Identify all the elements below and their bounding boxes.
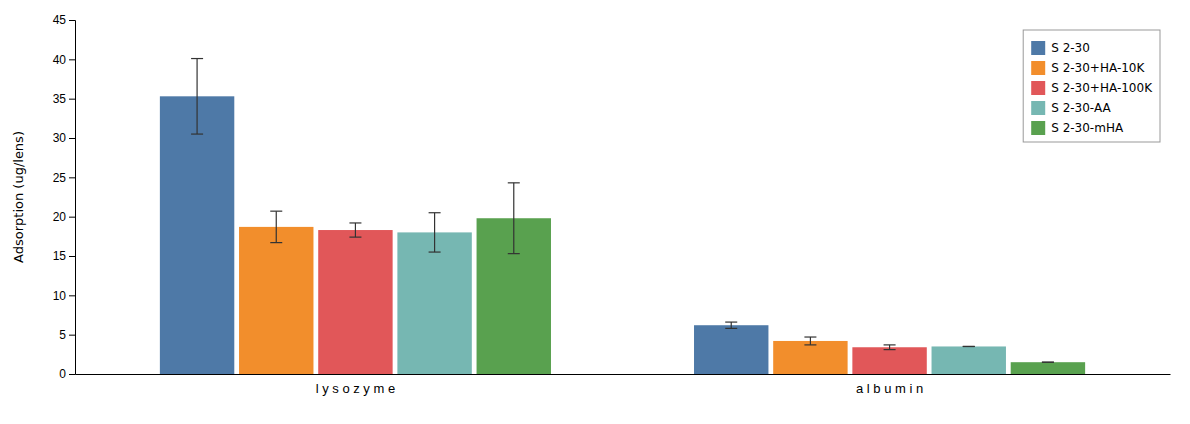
y-axis-label: Adsorption (ug/lens) (11, 131, 26, 263)
error-cap (1042, 362, 1054, 363)
bar (694, 325, 768, 374)
y-tick: 5 (59, 328, 75, 342)
y-tick-label: 15 (53, 249, 67, 263)
error-cap (725, 321, 737, 322)
bar (773, 341, 847, 374)
y-tick-mark (69, 256, 75, 257)
y-tick: 40 (53, 53, 75, 67)
axis-line (69, 21, 76, 375)
y-tick-label: 35 (53, 92, 67, 106)
error-cap (508, 182, 520, 183)
error-cap (349, 222, 361, 223)
y-tick-label: 45 (53, 13, 67, 27)
legend-label: S 2-30-mHA (1051, 121, 1124, 135)
legend-label: S 2-30 (1051, 41, 1090, 55)
error-cap (191, 58, 203, 59)
error-cap (884, 349, 896, 350)
bar (852, 347, 926, 374)
y-tick-label: 40 (53, 53, 67, 67)
y-axis: 0 5 10 15 20 25 30 35 40 45 (53, 13, 76, 381)
x-axis: l y s o z y m ea l b u m i n (76, 375, 1171, 397)
error-cap (429, 251, 441, 252)
x-tick: a l b u m i n (856, 381, 923, 396)
bar (1011, 362, 1085, 374)
error-cap (270, 242, 282, 243)
error-cap (963, 346, 975, 347)
legend-swatch (1031, 41, 1045, 55)
y-tick-mark (69, 138, 75, 139)
error-cap (429, 212, 441, 213)
x-tick-label: a l b u m i n (856, 381, 923, 396)
legend-swatch (1031, 121, 1045, 135)
y-tick: 45 (53, 13, 75, 27)
y-tick-mark (69, 374, 75, 375)
legend-label: S 2-30+HA-100K (1051, 81, 1153, 95)
error-cap (804, 344, 816, 345)
y-tick-label: 25 (53, 171, 67, 185)
x-tick: l y s o z y m e (316, 381, 395, 396)
legend-label: S 2-30-AA (1051, 101, 1111, 115)
bar (932, 346, 1006, 374)
y-tick: 0 (59, 367, 75, 381)
series (318, 223, 927, 374)
error-bar (355, 223, 356, 237)
y-tick-mark (69, 59, 75, 60)
bar (239, 227, 313, 374)
y-tick: 20 (53, 210, 75, 224)
legend-label: S 2-30+HA-10K (1051, 61, 1145, 75)
error-bar (196, 59, 197, 135)
y-tick-mark (69, 335, 75, 336)
error-bar (276, 211, 277, 242)
error-bar (434, 213, 435, 252)
bar (318, 230, 392, 374)
error-cap (1042, 362, 1054, 363)
y-tick-label: 30 (53, 131, 67, 145)
y-tick: 35 (53, 92, 75, 106)
error-cap (349, 237, 361, 238)
y-tick-mark (69, 177, 75, 178)
axis-line (76, 374, 1171, 375)
y-tick: 25 (53, 171, 75, 185)
series (239, 211, 848, 374)
y-tick: 15 (53, 249, 75, 263)
x-tick-label: l y s o z y m e (316, 381, 395, 396)
error-cap (963, 346, 975, 347)
legend-swatch (1031, 81, 1045, 95)
y-tick-mark (69, 20, 75, 21)
error-cap (270, 211, 282, 212)
series (160, 59, 769, 374)
y-tick: 10 (53, 289, 75, 303)
legend-swatch (1031, 61, 1045, 75)
error-cap (804, 336, 816, 337)
error-cap (508, 253, 520, 254)
y-tick-mark (69, 99, 75, 100)
y-tick-mark (69, 217, 75, 218)
legend: S 2-30 S 2-30+HA-10K S 2-30+HA-100K S 2-30-… (1023, 30, 1160, 142)
series (477, 183, 1086, 374)
error-cap (725, 328, 737, 329)
error-bar (513, 183, 514, 254)
legend-swatch (1031, 101, 1045, 115)
error-bar (731, 322, 732, 328)
marks (160, 59, 1085, 374)
error-cap (884, 344, 896, 345)
chart: l y s o z y m e a l b u m i n 0 5 10 15 20 25 30… (0, 0, 1190, 424)
legend-box (1023, 30, 1160, 142)
plot: l y s o z y m e a l b u m i n 0 5 10 15 20 25 30… (11, 13, 1171, 396)
y-tick-mark (69, 295, 75, 296)
y-tick-label: 10 (53, 289, 67, 303)
y-tick-label: 5 (59, 328, 66, 342)
bar (397, 232, 471, 374)
bar (160, 96, 234, 374)
error-bar (889, 345, 890, 350)
y-tick-label: 20 (53, 210, 67, 224)
error-cap (191, 133, 203, 134)
error-bar (810, 337, 811, 345)
y-tick-label: 0 (59, 367, 66, 381)
y-tick: 30 (53, 131, 75, 145)
series (397, 213, 1006, 374)
